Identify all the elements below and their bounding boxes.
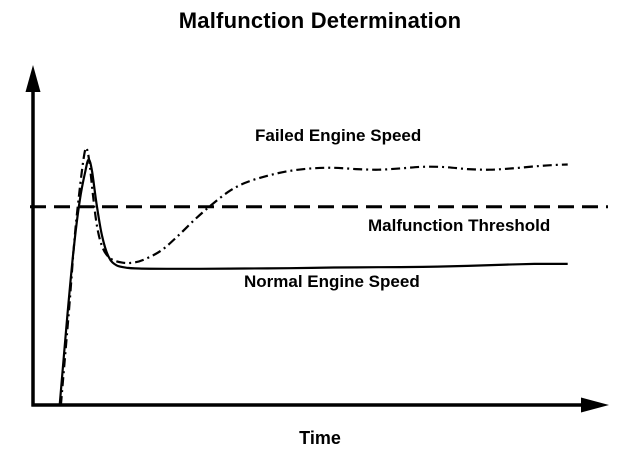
- malfunction-threshold-label: Malfunction Threshold: [368, 216, 551, 235]
- x-axis-arrow-icon: [581, 397, 609, 413]
- x-axis-label: Time: [299, 428, 341, 448]
- normal-engine-speed-line: [58, 158, 568, 406]
- failed-engine-speed-label: Failed Engine Speed: [255, 126, 422, 145]
- normal-engine-speed-label: Normal Engine Speed: [244, 272, 420, 291]
- chart-title: Malfunction Determination: [178, 8, 462, 33]
- failed-engine-speed-line: [59, 146, 568, 406]
- y-axis-arrow-icon: [25, 65, 41, 92]
